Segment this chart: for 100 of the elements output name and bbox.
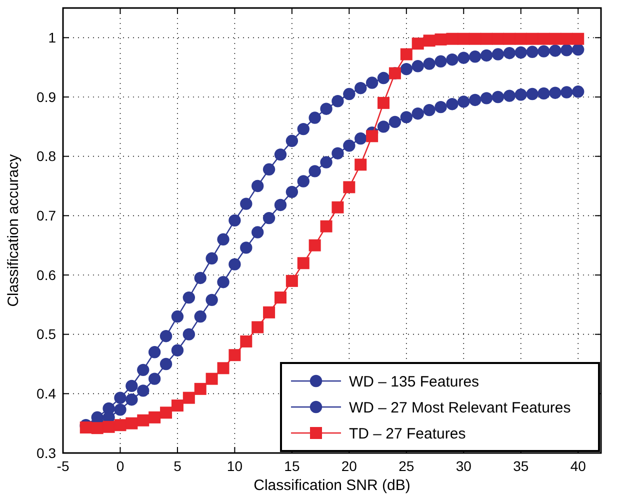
point bbox=[182, 328, 196, 340]
point bbox=[549, 86, 562, 99]
point bbox=[182, 392, 195, 404]
point bbox=[560, 44, 573, 56]
point bbox=[286, 186, 298, 198]
legend-label: TD – 27 Features bbox=[349, 425, 466, 442]
x-tick-label: -5 bbox=[56, 458, 70, 474]
point bbox=[263, 306, 276, 318]
point bbox=[297, 257, 310, 270]
point bbox=[538, 45, 550, 58]
point bbox=[354, 132, 367, 145]
x-tick-label: 0 bbox=[116, 458, 124, 474]
point bbox=[262, 163, 276, 176]
x-tick-label: 5 bbox=[174, 458, 182, 474]
point bbox=[194, 310, 206, 323]
y-tick-label: 0.8 bbox=[36, 148, 56, 164]
point bbox=[400, 63, 413, 76]
point bbox=[171, 310, 184, 323]
x-tick-label: 20 bbox=[341, 458, 358, 474]
point bbox=[468, 50, 482, 63]
y-tick-label: 1 bbox=[48, 30, 56, 46]
point bbox=[503, 46, 516, 60]
point bbox=[274, 198, 287, 212]
point bbox=[514, 46, 527, 59]
point bbox=[137, 364, 150, 376]
point bbox=[572, 86, 584, 98]
point bbox=[538, 87, 550, 100]
point bbox=[343, 181, 356, 194]
point bbox=[434, 55, 447, 68]
point bbox=[240, 335, 252, 348]
point bbox=[492, 90, 504, 104]
legend-label: WD – 27 Most Relevant Features bbox=[349, 399, 571, 416]
point bbox=[446, 98, 458, 110]
point bbox=[412, 60, 424, 72]
point bbox=[286, 134, 298, 148]
point bbox=[217, 276, 230, 288]
x-tick-label: 15 bbox=[284, 458, 300, 474]
point bbox=[194, 272, 206, 284]
point bbox=[412, 38, 424, 50]
point bbox=[343, 88, 356, 100]
point bbox=[468, 94, 482, 106]
point bbox=[549, 44, 562, 57]
point bbox=[412, 108, 424, 120]
point bbox=[160, 358, 172, 370]
point bbox=[332, 201, 344, 214]
point bbox=[354, 82, 367, 94]
point bbox=[251, 180, 264, 192]
point bbox=[194, 382, 206, 395]
point bbox=[423, 104, 436, 116]
point bbox=[377, 120, 390, 133]
point bbox=[400, 111, 413, 124]
x-tick-label: 35 bbox=[513, 458, 529, 474]
point bbox=[366, 76, 378, 89]
point bbox=[148, 372, 161, 385]
point bbox=[308, 239, 321, 252]
point bbox=[114, 404, 126, 416]
point bbox=[446, 54, 458, 66]
point bbox=[492, 48, 504, 60]
point bbox=[274, 148, 287, 161]
point bbox=[572, 43, 584, 56]
x-tick-label: 10 bbox=[226, 458, 243, 474]
y-tick-label: 0.5 bbox=[36, 326, 56, 342]
point bbox=[240, 198, 252, 210]
point bbox=[274, 292, 286, 304]
point bbox=[297, 175, 310, 188]
y-tick-label: 0.9 bbox=[36, 88, 56, 105]
point bbox=[320, 156, 332, 168]
x-tick-label: 30 bbox=[456, 458, 472, 474]
x-axis-title: Classification SNR (dB) bbox=[254, 477, 410, 494]
point bbox=[126, 394, 138, 406]
point bbox=[332, 95, 344, 108]
point bbox=[217, 362, 230, 374]
point bbox=[252, 321, 264, 334]
point bbox=[388, 116, 402, 128]
point bbox=[503, 90, 516, 102]
point bbox=[320, 220, 332, 232]
y-tick-label: 0.4 bbox=[36, 386, 56, 402]
y-axis-title: Classification accuracy bbox=[5, 154, 22, 307]
point bbox=[560, 86, 573, 98]
point bbox=[526, 46, 538, 58]
point bbox=[137, 384, 150, 397]
y-tick-label: 0.7 bbox=[36, 208, 56, 224]
y-tick-label: 0.6 bbox=[36, 266, 56, 283]
point bbox=[171, 344, 184, 356]
point bbox=[228, 349, 241, 362]
point bbox=[377, 72, 390, 84]
point bbox=[286, 274, 298, 287]
point bbox=[160, 330, 172, 342]
point bbox=[458, 52, 470, 64]
point bbox=[251, 226, 264, 238]
point bbox=[308, 112, 321, 124]
point bbox=[126, 380, 138, 392]
point bbox=[572, 32, 584, 45]
point bbox=[262, 212, 276, 224]
point bbox=[171, 400, 184, 412]
point bbox=[458, 96, 470, 108]
point bbox=[160, 406, 172, 419]
point bbox=[400, 48, 412, 60]
point bbox=[206, 294, 218, 306]
legend-label: WD – 135 Features bbox=[349, 373, 480, 390]
